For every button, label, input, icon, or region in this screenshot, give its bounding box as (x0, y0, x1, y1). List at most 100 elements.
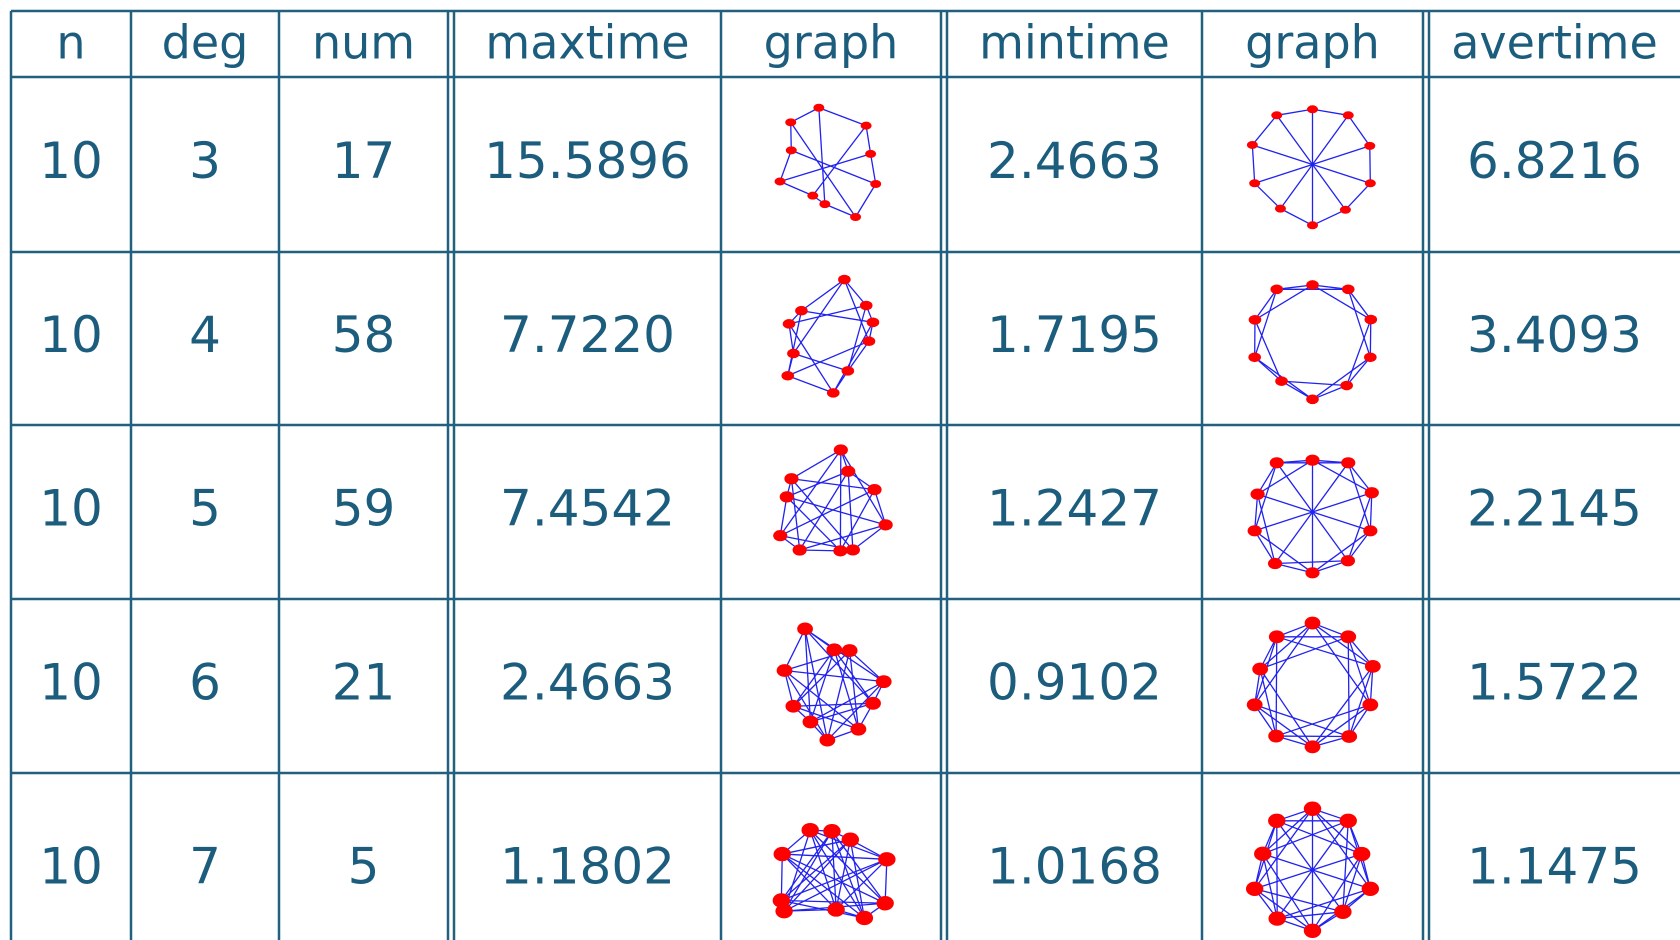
graph-node (1269, 630, 1285, 643)
graph-node (1268, 558, 1282, 569)
cell: 59 (332, 480, 396, 538)
graph-node (786, 146, 797, 154)
graph-edge (1275, 463, 1348, 564)
graph-node (819, 734, 835, 747)
graph-edge (866, 126, 870, 154)
graph-node (1362, 882, 1379, 896)
cell: 1.2427 (987, 480, 1162, 538)
graph-node (1307, 105, 1318, 113)
graph-node (1365, 179, 1376, 187)
graph-node (827, 902, 844, 916)
graph-edge (1345, 183, 1370, 210)
cell: 7.7220 (500, 306, 675, 364)
graph-edge (1252, 145, 1254, 183)
graph-drawing (1246, 802, 1379, 938)
graph-drawing (781, 275, 879, 398)
graph-edge (1348, 115, 1370, 146)
graph-edge (819, 108, 866, 126)
graph-node (1340, 814, 1357, 828)
graph-node (797, 623, 813, 636)
graph-drawing (773, 823, 896, 925)
graph-node (1249, 315, 1262, 325)
graph-node (876, 896, 893, 910)
graph-node (773, 530, 787, 541)
graph-edge (1255, 285, 1313, 320)
graph-node (1305, 567, 1319, 578)
graph-edge (1255, 183, 1281, 208)
cell: 1.1475 (1467, 838, 1642, 896)
cell: 1.5722 (1467, 654, 1642, 712)
cell: 17 (332, 132, 396, 190)
graph-node (803, 716, 819, 729)
graph-node (1248, 352, 1261, 362)
graph-node (1307, 221, 1318, 229)
cell: 3 (189, 132, 221, 190)
graph-node (1364, 142, 1375, 150)
graph-node (865, 150, 876, 158)
graph-edge (1313, 705, 1371, 747)
graph-node (834, 444, 848, 455)
graph-node (833, 545, 847, 556)
header-cell: n (56, 16, 85, 70)
header-cell: maxtime (485, 16, 689, 70)
graph-node (1363, 525, 1377, 536)
graph-drawing (777, 623, 892, 747)
graph-edge (1260, 669, 1312, 747)
header-cell: graph (1245, 16, 1380, 70)
graph-node (801, 823, 818, 837)
graph-drawing (773, 444, 893, 556)
graph-node (780, 491, 794, 502)
graph-node (850, 213, 861, 221)
graph-edge (788, 376, 833, 393)
graph-node (784, 473, 798, 484)
graph-edge (781, 900, 864, 917)
graph-edge (789, 324, 833, 393)
graph-edge (780, 497, 787, 536)
graph-edge (1370, 146, 1371, 183)
graph-edge (1280, 209, 1312, 226)
graph-node (1365, 315, 1378, 325)
header-cell: num (312, 16, 415, 70)
graph-node (1365, 487, 1379, 498)
graph-edge (780, 154, 871, 182)
graph-edge (1277, 821, 1343, 912)
cell: 6.8216 (1467, 132, 1642, 190)
graph-node (1247, 698, 1263, 711)
graph-node (1364, 352, 1377, 362)
graph-edge (1313, 109, 1349, 115)
cell: 10 (39, 480, 103, 538)
graph-edge (848, 471, 853, 550)
graph-drawing (1247, 617, 1381, 754)
graph-node (842, 366, 855, 376)
graph-node (1304, 802, 1321, 816)
graph-node (1306, 280, 1319, 290)
cell: 21 (332, 654, 396, 712)
graph-edge (1252, 115, 1276, 145)
graph-node (1362, 698, 1378, 711)
cell: 10 (39, 838, 103, 896)
cell: 3.4093 (1467, 306, 1642, 364)
graph-node (1340, 630, 1356, 643)
graph-edge (1258, 460, 1313, 494)
header-cell: graph (764, 16, 899, 70)
graph-node (781, 371, 794, 381)
graph-node (1254, 847, 1271, 861)
graph-node (1341, 555, 1355, 566)
cell: 2.4663 (987, 132, 1162, 190)
graph-node (1341, 457, 1355, 468)
graph-node (860, 301, 873, 311)
graph-node (867, 318, 880, 328)
graph-node (1271, 111, 1282, 119)
graph-node (1246, 882, 1263, 896)
graph-node (1275, 376, 1288, 386)
graph-node (827, 388, 840, 398)
cell: 15.5896 (484, 132, 691, 190)
graph-edge (819, 108, 825, 204)
graph-node (1304, 924, 1321, 938)
cell: 10 (39, 306, 103, 364)
cell: 4 (189, 306, 221, 364)
graph-edge (1347, 320, 1371, 386)
cell: 1.1802 (500, 838, 675, 896)
graph-edge (1255, 289, 1277, 319)
graph-node (1365, 660, 1381, 673)
